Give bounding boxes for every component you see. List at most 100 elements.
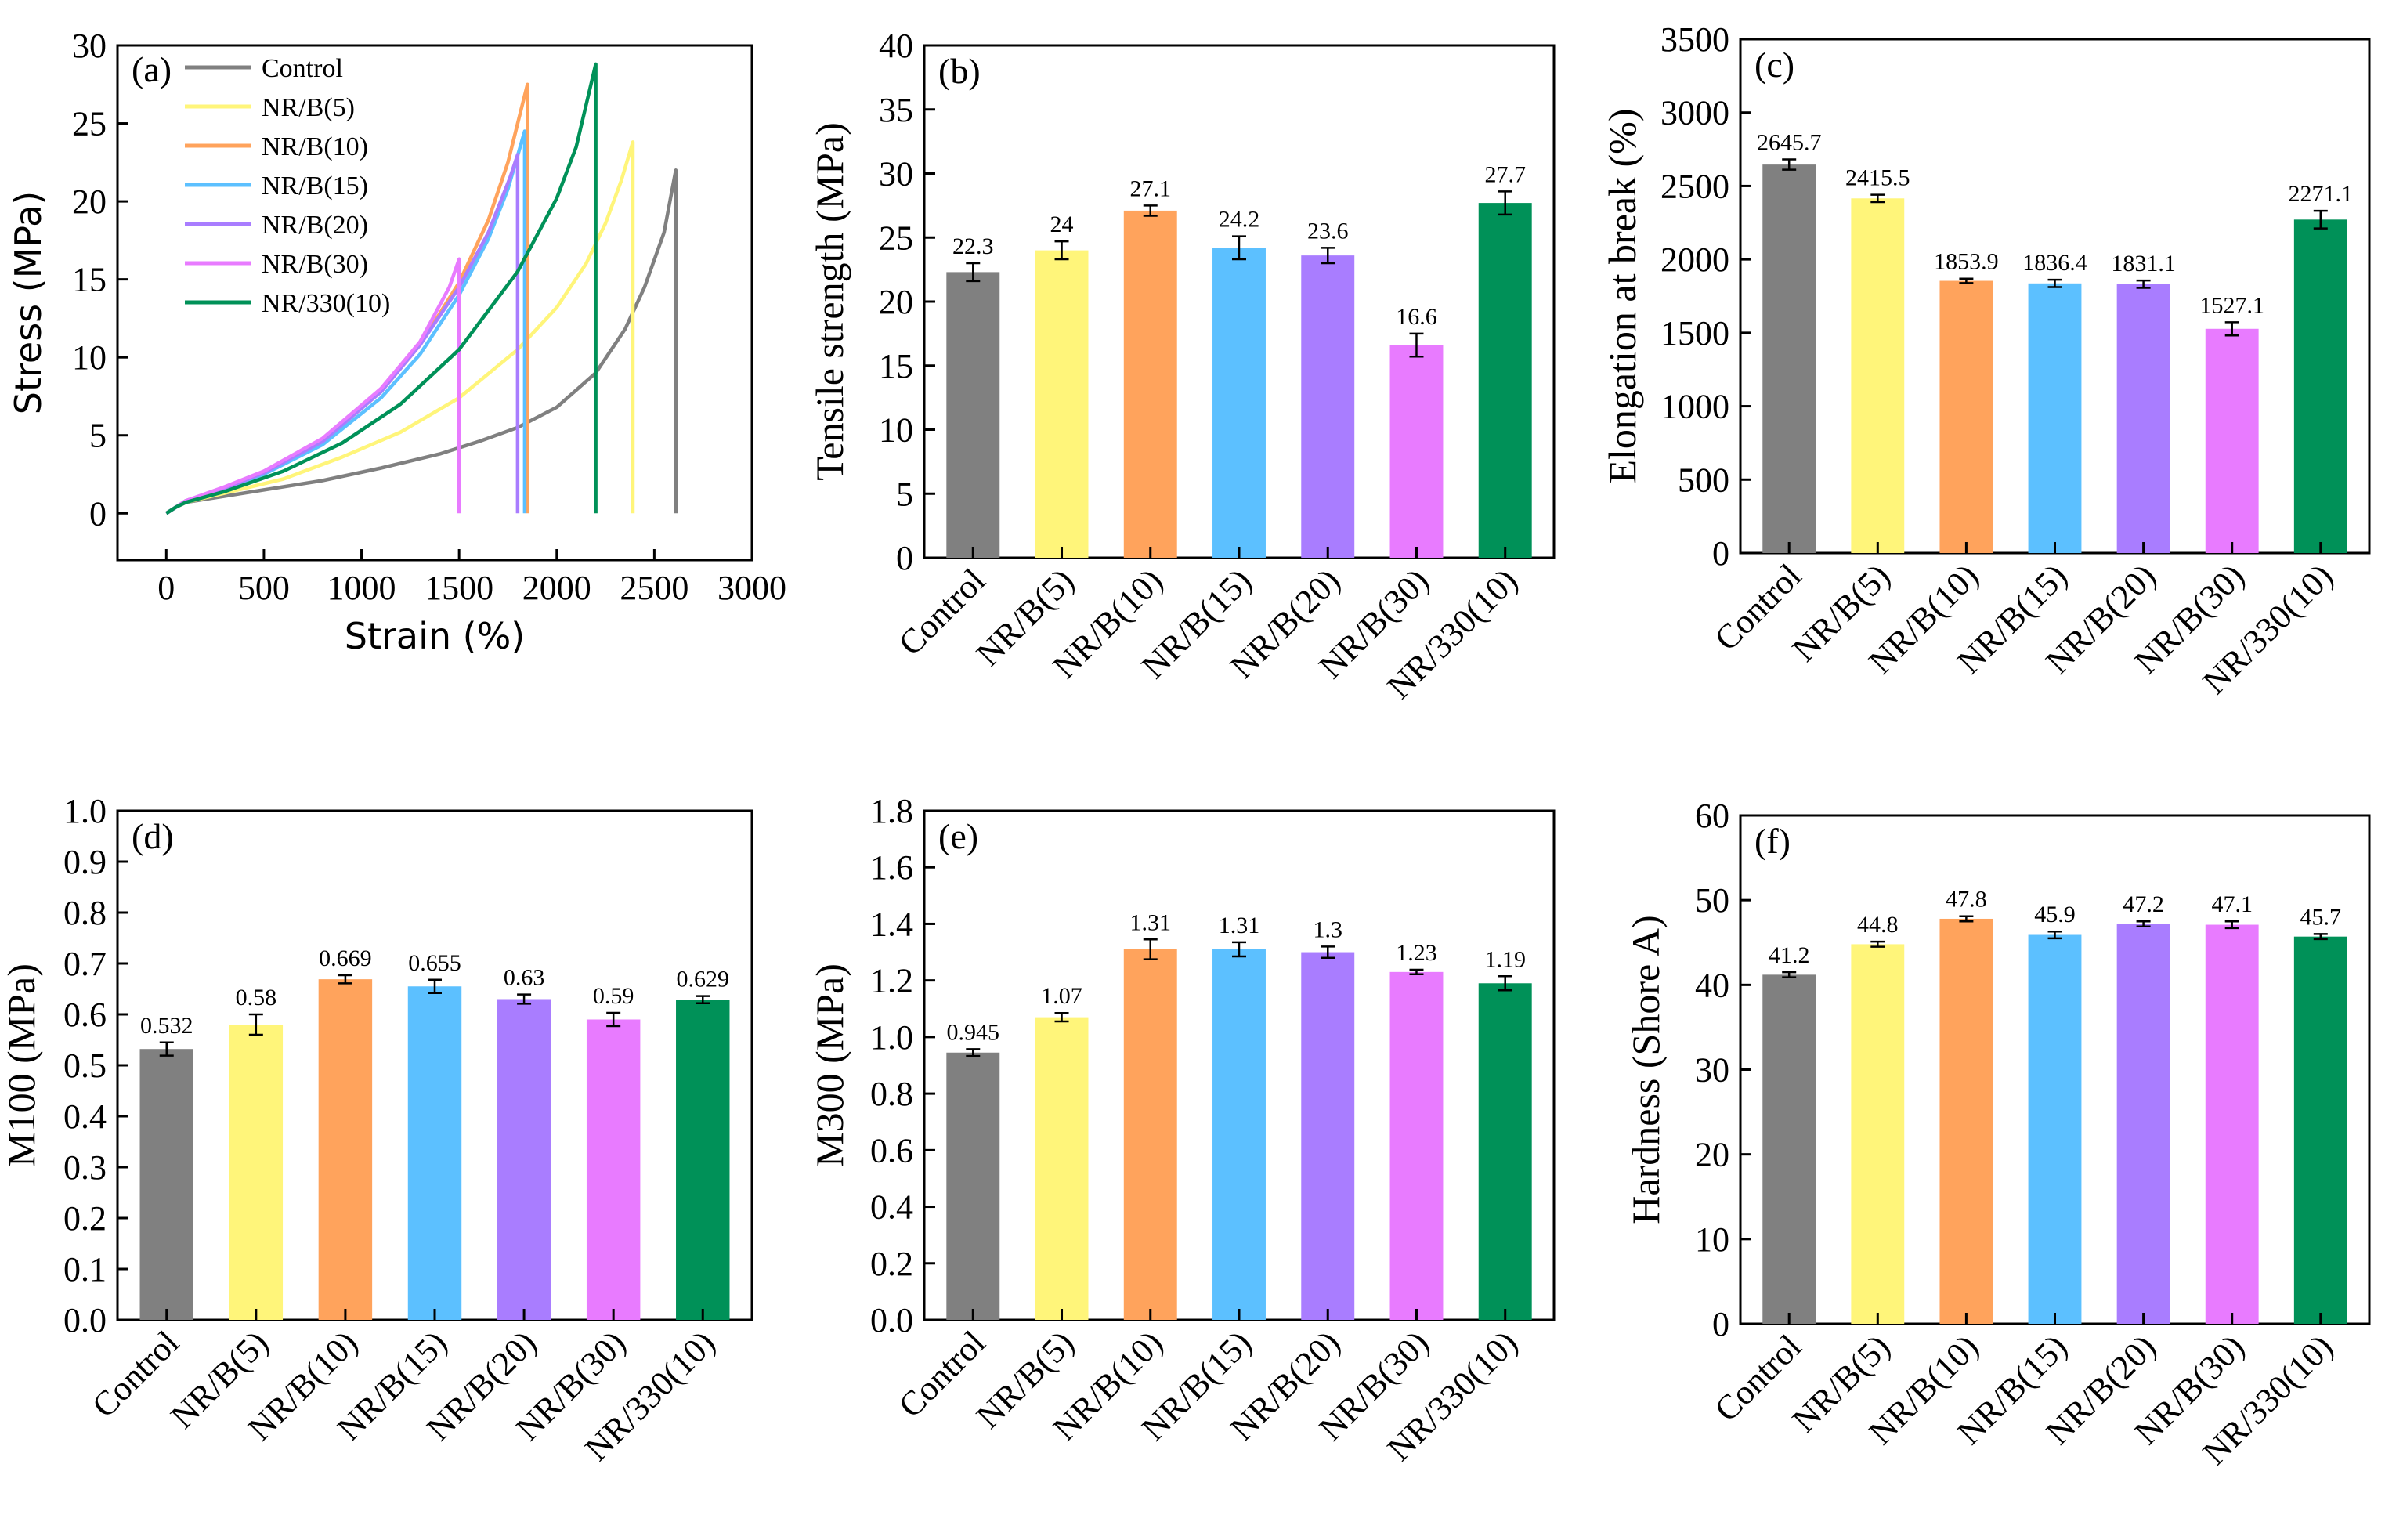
bar bbox=[1851, 944, 1905, 1324]
y-tick-label: 1000 bbox=[1660, 388, 1729, 426]
y-tick-label: 40 bbox=[879, 27, 913, 65]
bar bbox=[676, 1000, 730, 1320]
y-tick-label: 1.4 bbox=[870, 905, 913, 943]
series-line-control bbox=[165, 168, 678, 515]
bar bbox=[1478, 203, 1532, 558]
legend-entry: NR/330(10) bbox=[262, 289, 390, 318]
data-label: 2645.7 bbox=[1757, 130, 1822, 156]
y-axis-label: Tensile strength (MPa) bbox=[808, 122, 851, 481]
y-tick-label: 1.2 bbox=[870, 962, 913, 1000]
bar bbox=[1123, 949, 1177, 1320]
data-label: 47.1 bbox=[2211, 891, 2253, 917]
chart-a: 0 500 1000 1500 2000 2500 3000 0 5 10 15 20 25 30 Stra… bbox=[7, 27, 786, 657]
y-tick-label: 15 bbox=[879, 347, 913, 385]
bar bbox=[946, 1052, 1000, 1320]
data-label: 1.31 bbox=[1130, 909, 1172, 935]
bar bbox=[1389, 345, 1444, 558]
bar bbox=[2293, 936, 2347, 1324]
y-tick-label: 3000 bbox=[1660, 94, 1729, 132]
data-label: 1831.1 bbox=[2111, 251, 2176, 277]
y-axis-label: Stress (MPa) bbox=[7, 191, 49, 414]
y-tick-label: 0.6 bbox=[870, 1131, 913, 1169]
data-label: 1527.1 bbox=[2199, 292, 2264, 318]
bar bbox=[2116, 284, 2170, 553]
y-tick-label: 25 bbox=[879, 219, 913, 257]
legend-entry: NR/B(20) bbox=[262, 211, 368, 240]
legend-entry: Control bbox=[262, 54, 343, 83]
bar bbox=[318, 979, 373, 1320]
bar bbox=[1035, 1017, 1089, 1320]
y-axis-label: Elongation at break (%) bbox=[1600, 109, 1644, 484]
bar bbox=[1851, 198, 1905, 553]
data-label: 47.8 bbox=[1946, 887, 1987, 913]
y-tick-label: 5 bbox=[89, 417, 107, 455]
data-label: 1.07 bbox=[1041, 983, 1082, 1009]
panel-letter: (f) bbox=[1754, 821, 1791, 861]
y-tick-label: 0 bbox=[89, 494, 107, 533]
y-tick-label: 0.0 bbox=[63, 1301, 107, 1339]
data-label: 2271.1 bbox=[2289, 181, 2354, 207]
data-label: 27.1 bbox=[1130, 175, 1172, 201]
legend-entry: NR/B(10) bbox=[262, 132, 368, 161]
y-tick-label: 0.8 bbox=[63, 894, 107, 932]
bar bbox=[1478, 983, 1532, 1320]
data-label: 2415.5 bbox=[1845, 165, 1910, 191]
y-tick-label: 0.2 bbox=[870, 1245, 913, 1283]
data-label: 0.629 bbox=[677, 967, 730, 992]
bar bbox=[2293, 219, 2347, 553]
y-tick-label: 0 bbox=[896, 539, 913, 577]
y-tick-label: 0.3 bbox=[63, 1148, 107, 1187]
data-label: 1.19 bbox=[1484, 946, 1526, 972]
y-tick-label: 30 bbox=[879, 155, 913, 193]
chart-b: 0 5 10 15 20 25 30 35 40 Tensile strength (MPa) 22… bbox=[808, 27, 1556, 706]
y-tick-label: 0.4 bbox=[870, 1188, 913, 1227]
y-tick-label: 20 bbox=[1695, 1136, 1729, 1174]
bar bbox=[407, 986, 462, 1320]
data-label: 0.945 bbox=[947, 1019, 1000, 1045]
bar bbox=[229, 1025, 284, 1320]
y-tick-label: 10 bbox=[1695, 1220, 1729, 1259]
y-tick-label: 0 bbox=[1712, 534, 1729, 573]
y-tick-label: 3500 bbox=[1660, 20, 1729, 59]
bar bbox=[497, 999, 551, 1320]
y-axis-label: Hardness (Shore A) bbox=[1624, 915, 1668, 1224]
y-tick-label: 10 bbox=[72, 338, 107, 377]
y-tick-label: 40 bbox=[1695, 966, 1729, 1004]
y-tick-label: 1.6 bbox=[870, 848, 913, 887]
bar bbox=[1762, 164, 1816, 553]
data-label: 23.6 bbox=[1307, 218, 1349, 244]
data-label: 22.3 bbox=[952, 233, 994, 259]
data-label: 1853.9 bbox=[1934, 249, 1999, 275]
bar bbox=[1123, 210, 1177, 558]
y-tick-label: 1.0 bbox=[63, 792, 107, 830]
bar bbox=[1939, 918, 1993, 1324]
bar bbox=[1389, 971, 1444, 1320]
legend-entry: NR/B(30) bbox=[262, 250, 368, 279]
y-tick-label: 25 bbox=[72, 105, 107, 143]
data-label: 0.58 bbox=[236, 985, 277, 1010]
bar bbox=[1301, 952, 1355, 1320]
y-tick-label: 50 bbox=[1695, 881, 1729, 920]
data-label: 41.2 bbox=[1769, 942, 1810, 968]
y-tick-label: 30 bbox=[72, 27, 107, 65]
chart-c: 0 500 1000 1500 2000 2500 3000 3500 Elongation a… bbox=[1600, 20, 2371, 701]
panel-letter: (c) bbox=[1754, 45, 1794, 85]
x-tick-label: 0 bbox=[157, 569, 175, 607]
chart-a-frame bbox=[116, 44, 753, 562]
bar bbox=[2028, 283, 2082, 553]
x-tick-label: 500 bbox=[238, 569, 290, 607]
y-tick-label: 30 bbox=[1695, 1051, 1729, 1090]
y-tick-label: 5 bbox=[896, 475, 913, 513]
y-tick-label: 10 bbox=[879, 411, 913, 450]
x-tick-label: 2000 bbox=[522, 569, 591, 607]
x-axis-label: Strain (%) bbox=[345, 615, 526, 657]
series-line-nr-330-10- bbox=[165, 62, 598, 515]
data-label: 24.2 bbox=[1219, 207, 1260, 233]
chart-d: 0.0 0.1 0.2 0.3 0.4 0.5 0.6 0.7 0.8 0.9 1.0 M100 (M… bbox=[0, 792, 753, 1468]
y-tick-label: 0.0 bbox=[870, 1301, 913, 1339]
data-label: 27.7 bbox=[1484, 161, 1526, 187]
data-label: 0.669 bbox=[319, 945, 372, 971]
y-tick-label: 500 bbox=[1678, 461, 1729, 499]
